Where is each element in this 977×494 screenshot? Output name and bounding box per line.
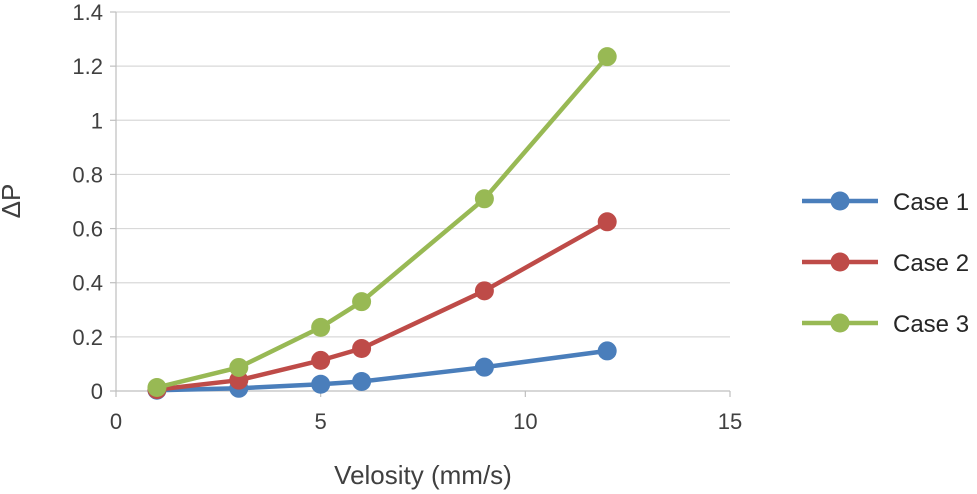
y-tick-label: 0.6	[72, 217, 103, 242]
legend-marker	[830, 313, 850, 333]
x-tick-label: 0	[110, 409, 122, 434]
data-point	[474, 189, 494, 209]
gridlines	[116, 11, 730, 338]
data-point	[474, 281, 494, 301]
series-line	[156, 55, 609, 390]
y-tick-label: 0.2	[72, 325, 103, 350]
series-line	[156, 219, 609, 392]
data-point	[597, 212, 617, 232]
x-axis-title: Velosity (mm/s)	[334, 460, 512, 490]
series-line	[156, 348, 608, 393]
data-point	[229, 357, 249, 377]
y-axis-title: ΔP	[0, 184, 26, 219]
legend-label: Case 3	[893, 311, 969, 338]
data-point	[352, 292, 372, 312]
tick-labels: 0 0.2 0.4 0.6 0.8 1 1.2 1.4 0 5 10 15	[72, 0, 742, 434]
data-point	[311, 317, 331, 337]
axes	[110, 11, 731, 397]
legend-item-2: Case 2	[802, 250, 969, 277]
y-tick-label: 0.8	[72, 162, 103, 187]
data-point	[352, 338, 372, 358]
series	[147, 47, 617, 400]
data-point	[311, 374, 331, 394]
legend: Case 1 Case 2 Case 3	[802, 189, 969, 338]
x-tick-label: 15	[718, 409, 742, 434]
legend-item-1: Case 1	[802, 189, 969, 216]
data-point	[147, 377, 167, 397]
y-tick-label: 0.4	[72, 271, 103, 296]
x-tick-label: 5	[315, 409, 327, 434]
y-tick-label: 1.2	[72, 54, 103, 79]
legend-label: Case 1	[893, 189, 969, 216]
series-3	[147, 47, 617, 397]
data-point	[311, 350, 331, 370]
y-tick-label: 1	[91, 108, 103, 133]
legend-item-3: Case 3	[802, 311, 969, 338]
data-point	[597, 341, 617, 361]
y-tick-label: 0	[91, 379, 103, 404]
legend-marker	[830, 191, 850, 211]
data-point	[352, 372, 372, 392]
data-point	[597, 47, 617, 67]
y-tick-label: 1.4	[72, 0, 103, 25]
x-tick-label: 10	[513, 409, 537, 434]
legend-label: Case 2	[893, 250, 969, 277]
data-point	[474, 357, 494, 377]
legend-marker	[830, 252, 850, 272]
